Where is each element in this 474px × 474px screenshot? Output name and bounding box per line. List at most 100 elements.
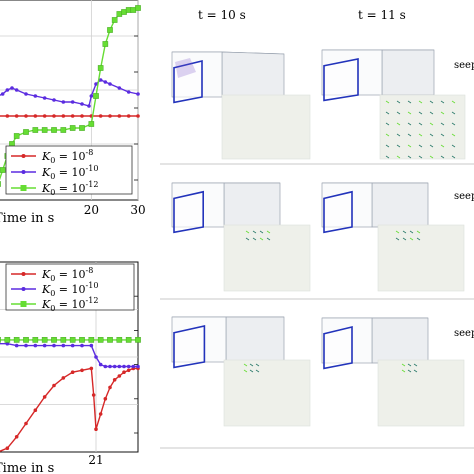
header-t-left: t = 10 s [198, 8, 246, 22]
data-point-circle [91, 393, 96, 397]
flow-vector [249, 363, 254, 367]
data-point-circle [80, 102, 84, 106]
data-point-circle [94, 355, 98, 359]
data-point-square [116, 11, 123, 17]
data-point-circle [98, 114, 103, 118]
data-point-circle [108, 364, 112, 369]
data-point-circle [80, 343, 84, 348]
data-point-circle [42, 96, 47, 100]
data-point-square [69, 125, 76, 131]
data-point-circle [89, 94, 94, 98]
data-point-circle [70, 114, 75, 118]
flow-vector [440, 144, 445, 148]
flow-vector [385, 122, 390, 126]
flow-vector [402, 237, 407, 241]
data-point-circle [24, 343, 28, 348]
series-line-1 [0, 367, 138, 452]
x-tick-label: 20 [84, 203, 99, 217]
data-point-circle [52, 98, 56, 102]
legend-label: K0 = 10-8 [41, 266, 93, 283]
data-point-square [135, 337, 141, 343]
flow-vector [407, 155, 412, 159]
flow-vector [407, 100, 412, 104]
data-point-square [13, 133, 20, 139]
data-point-circle [61, 376, 66, 380]
slice-r2-t10 [223, 224, 311, 292]
front-plane [323, 58, 359, 102]
data-point-circle [136, 114, 140, 118]
data-point-square [125, 337, 132, 343]
flow-vector [418, 144, 423, 148]
flow-vector [418, 100, 423, 104]
data-point-circle [117, 374, 122, 378]
render-box-r3-t10 [171, 316, 285, 369]
data-point-circle [33, 94, 38, 98]
flow-vector [395, 230, 400, 234]
data-point-square [135, 5, 141, 11]
flow-vector [266, 230, 271, 234]
data-point-circle [52, 114, 56, 118]
flow-vector [418, 155, 423, 159]
flow-vector [407, 144, 412, 148]
flow-vector [418, 133, 423, 137]
data-point-circle [80, 368, 84, 373]
data-point-circle [122, 364, 126, 369]
data-point-circle [136, 364, 140, 369]
flow-vector [259, 237, 264, 241]
data-point-circle [103, 364, 108, 369]
flow-vector [402, 230, 407, 234]
data-point-square [32, 337, 39, 343]
data-point-circle [42, 114, 47, 118]
data-point-circle [52, 383, 56, 388]
data-point-square [60, 127, 67, 133]
data-point-square [4, 337, 11, 343]
data-point-square [51, 337, 57, 343]
chart-bottom-legend-box [5, 263, 135, 311]
data-point-circle [108, 114, 112, 118]
flow-vector [440, 100, 445, 104]
data-point-circle [61, 343, 66, 348]
flow-vector [407, 133, 412, 137]
data-point-circle [10, 86, 14, 90]
front-plane [323, 190, 353, 234]
data-point-square [51, 127, 57, 133]
flow-vector [396, 122, 401, 126]
data-point-square [23, 129, 29, 135]
data-point-circle [103, 80, 108, 84]
flow-vector [396, 111, 401, 115]
flow-vector [245, 230, 250, 234]
data-point-square [102, 41, 109, 47]
flow-vector [451, 122, 456, 126]
data-point-circle [94, 82, 98, 86]
chart-top-series [0, 5, 141, 187]
slice-r3-t11 [377, 359, 465, 427]
data-point-square [69, 337, 76, 343]
render-box-r2-t11 [321, 182, 429, 234]
data-point-square [111, 17, 118, 23]
slice-r1-t10 [221, 94, 311, 160]
data-point-circle [94, 427, 98, 432]
flow-vector [451, 111, 456, 115]
chart-top-tick-labels: 20 30 [84, 203, 146, 217]
data-point-circle [126, 364, 131, 369]
data-point-circle [14, 435, 19, 439]
front-plane [173, 190, 204, 234]
data-point-square [13, 337, 20, 343]
legend-swatch-marker [20, 185, 27, 191]
flow-vector [413, 363, 418, 367]
data-point-circle [24, 421, 28, 426]
data-point-circle [33, 343, 38, 348]
data-point-square [23, 337, 29, 343]
render-box-r2-t10 [171, 182, 281, 234]
data-point-square [0, 181, 1, 187]
flow-vector [245, 237, 250, 241]
front-plane [173, 59, 203, 104]
flow-vector [259, 230, 264, 234]
data-point-circle [136, 92, 140, 96]
data-point-circle [33, 408, 38, 413]
flow-vector [429, 100, 434, 104]
data-point-circle [103, 397, 108, 401]
